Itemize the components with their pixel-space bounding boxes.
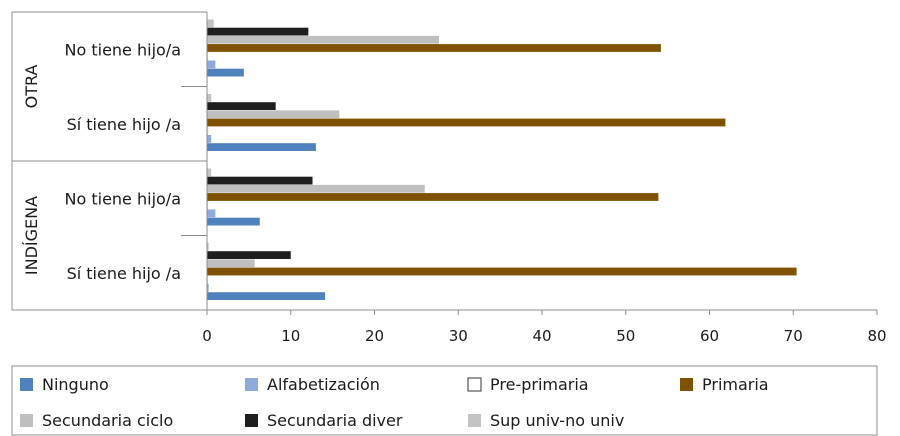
legend-label-4: Secundaria ciclo: [42, 411, 173, 430]
x-tick-label-80: 80: [867, 327, 886, 345]
bar-sup-univ-no-univ-3: [207, 243, 209, 251]
bar-secundaria-ciclo-3: [207, 259, 255, 268]
legend-swatch-2: [467, 377, 482, 392]
x-tick-label-0: 0: [202, 327, 212, 345]
bar-sup-univ-no-univ-0: [207, 19, 214, 28]
bar-alfabetizaci-n-3: [207, 284, 209, 292]
legend-swatch-6: [468, 414, 481, 427]
plot-area: No tiene hijo/a Sí tiene hijo /a No tiene …: [11, 11, 887, 345]
bar-primaria-1: [207, 118, 726, 127]
bar-sup-univ-no-univ-2: [207, 168, 212, 177]
x-tick-label-50: 50: [616, 327, 635, 345]
bar-alfabetizaci-n-1: [207, 135, 212, 143]
x-tick-label-40: 40: [532, 327, 551, 345]
legend-label-5: Secundaria diver: [267, 411, 403, 430]
x-tick-label-20: 20: [365, 327, 384, 345]
bar-ninguno-1: [207, 143, 316, 151]
group-label-0: OTRA: [22, 65, 41, 109]
bar-sup-univ-no-univ-1: [207, 94, 212, 102]
group-label-1: INDÍGENA: [22, 196, 41, 275]
bar-secundaria-ciclo-0: [207, 35, 439, 44]
legend-swatch-4: [20, 414, 33, 427]
x-tick-label-30: 30: [449, 327, 468, 345]
category-label-1: Sí tiene hijo /a: [67, 115, 181, 134]
legend-label-0: Ninguno: [42, 375, 109, 394]
bar-alfabetizaci-n-0: [207, 60, 216, 69]
legend-label-6: Sup univ-no univ: [490, 411, 624, 430]
bar-secundaria-diver-3: [207, 251, 291, 259]
legend-swatch-1: [245, 378, 258, 391]
legend-swatch-0: [20, 378, 33, 391]
bar-secundaria-diver-2: [207, 176, 313, 185]
bar-secundaria-ciclo-1: [207, 110, 340, 119]
bar-secundaria-diver-0: [207, 27, 309, 36]
x-tick-label-70: 70: [784, 327, 803, 345]
bar-primaria-3: [207, 267, 797, 276]
legend-swatch-3: [680, 378, 693, 391]
bar-secundaria-ciclo-2: [207, 184, 425, 193]
bar-alfabetizaci-n-2: [207, 209, 216, 218]
category-label-2: No tiene hijo/a: [65, 189, 182, 208]
x-tick-label-60: 60: [700, 327, 719, 345]
bar-secundaria-diver-1: [207, 102, 276, 110]
legend-label-2: Pre-primaria: [490, 375, 589, 394]
legend-swatch-5: [245, 414, 258, 427]
legend: Ninguno Alfabetización Pre-primaria Primari…: [11, 365, 878, 436]
bar-primaria-0: [207, 44, 661, 52]
legend-label-3: Primaria: [702, 375, 769, 394]
bar-primaria-2: [207, 193, 659, 201]
legend-box: [11, 365, 878, 436]
bar-ninguno-3: [207, 292, 326, 300]
legend-label-1: Alfabetización: [267, 375, 380, 394]
category-label-0: No tiene hijo/a: [65, 40, 182, 59]
bar-ninguno-2: [207, 217, 260, 226]
bar-ninguno-0: [207, 68, 244, 77]
category-label-3: Sí tiene hijo /a: [67, 264, 181, 283]
x-tick-label-10: 10: [281, 327, 300, 345]
